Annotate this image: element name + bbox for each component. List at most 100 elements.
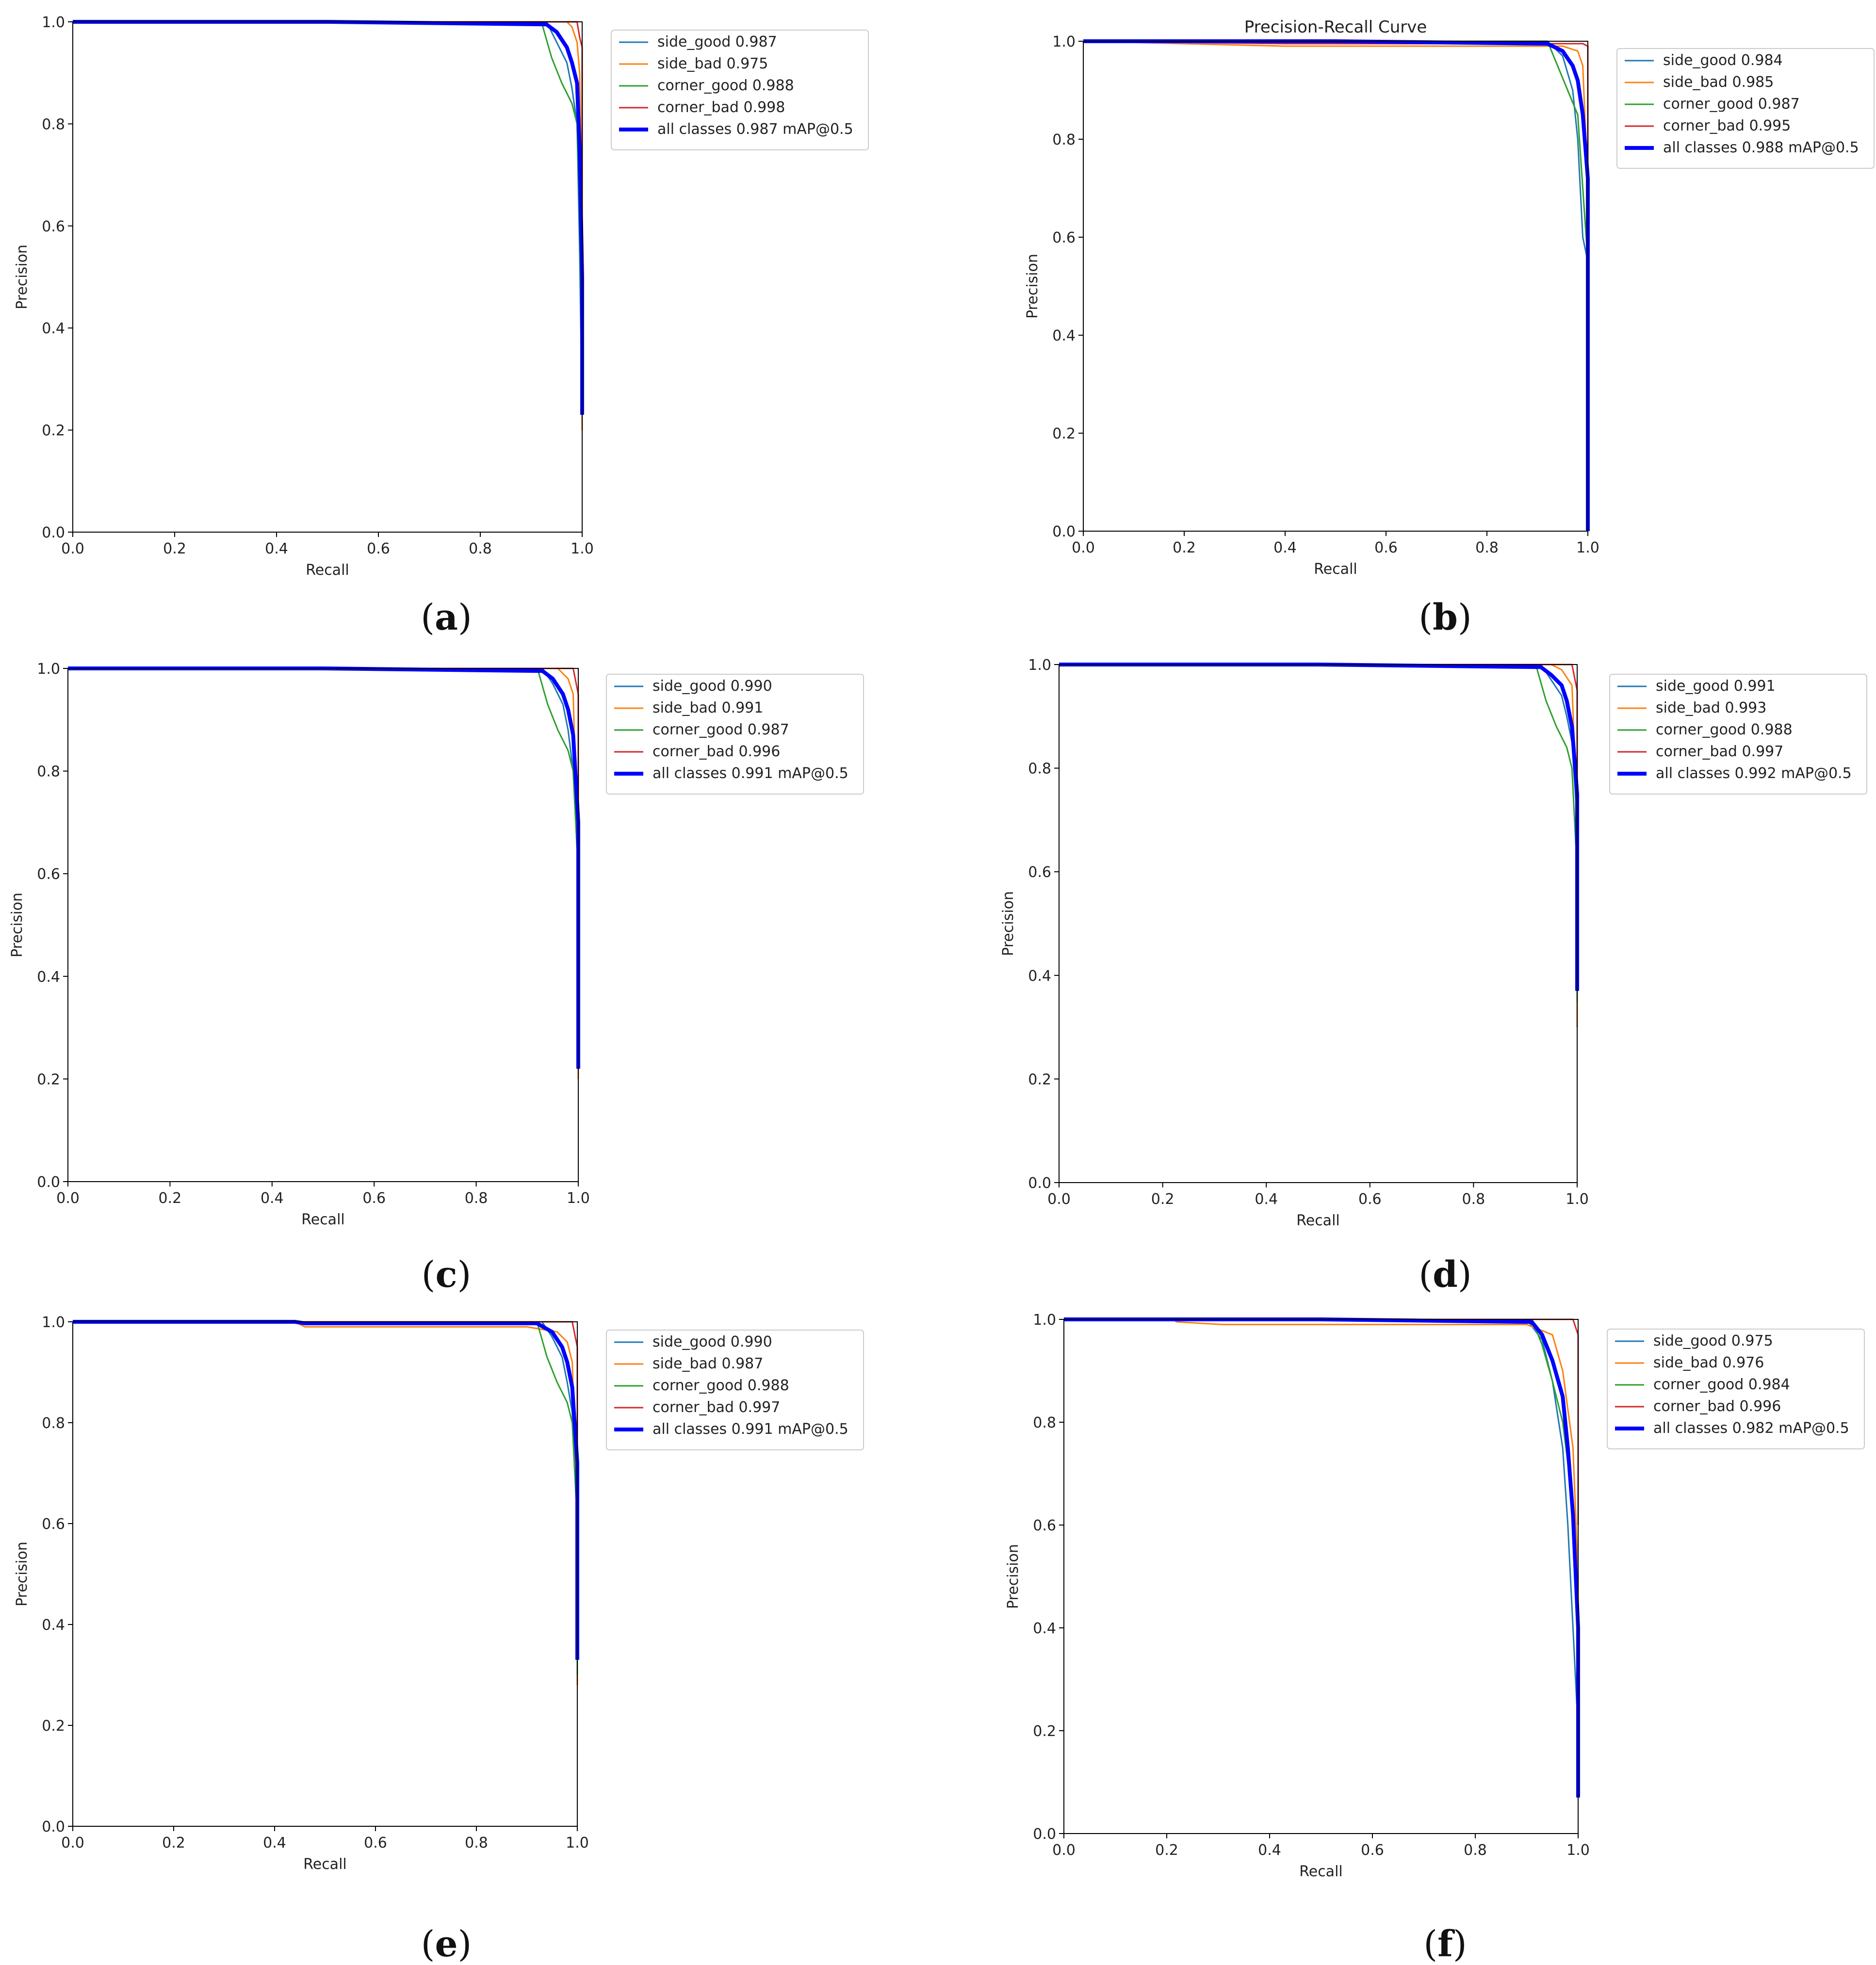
- series-line-corner-good: [1059, 664, 1578, 1002]
- x-tick-label: 1.0: [566, 1835, 589, 1851]
- y-tick-label: 0.8: [1052, 131, 1076, 148]
- x-tick-label: 0.8: [469, 540, 492, 557]
- series-line-corner-good: [1083, 40, 1589, 531]
- legend-entry: side_bad 0.985: [1663, 74, 1774, 91]
- plot-frame: [67, 668, 579, 1182]
- legend-entry: side_good 0.987: [657, 33, 777, 50]
- series-line-side-bad: [68, 667, 579, 1079]
- y-tick-label: 0.2: [1033, 1723, 1056, 1740]
- series-line-corner-bad: [68, 667, 579, 900]
- x-tick-label: 0.0: [56, 1190, 80, 1207]
- y-tick-label: 0.6: [1033, 1517, 1056, 1534]
- y-tick-label: 0.0: [1033, 1826, 1056, 1843]
- panel-caption-b: (b): [1419, 597, 1472, 638]
- y-tick-label: 0.2: [1052, 425, 1076, 442]
- x-axis-label: Recall: [306, 562, 349, 579]
- series-line-side-bad: [1059, 664, 1578, 1027]
- x-tick-label: 1.0: [567, 1190, 590, 1207]
- x-tick-label: 0.4: [1258, 1842, 1281, 1859]
- x-tick-label: 0.4: [1273, 539, 1297, 556]
- x-tick-label: 0.6: [367, 540, 390, 557]
- series-group: [73, 1320, 579, 1685]
- series-line-all-classes: [68, 666, 580, 1069]
- y-tick-label: 0.0: [37, 1174, 60, 1191]
- y-tick-label: 0.2: [42, 1718, 65, 1735]
- legend-entry: corner_bad 0.997: [1656, 743, 1783, 760]
- pr-chart-b: Precision-Recall Curve 0.0 0.2 0.4 0.6 0.8 1.0…: [1024, 17, 1875, 578]
- y-tick-label: 0.8: [42, 116, 65, 133]
- legend-box: [1609, 674, 1867, 795]
- x-tick-label: 1.0: [571, 540, 594, 557]
- panel-caption-d: (d): [1419, 1254, 1472, 1296]
- x-tick-label: 0.4: [265, 540, 288, 557]
- legend-entry: corner_bad 0.998: [657, 99, 785, 116]
- y-axis-label: Precision: [14, 1542, 31, 1607]
- x-axis-label: Recall: [301, 1211, 345, 1228]
- legend-entry: all classes 0.988 mAP@0.5: [1663, 139, 1859, 156]
- legend-entry: all classes 0.991 mAP@0.5: [653, 1421, 848, 1438]
- panel-caption-e: (e): [421, 1923, 472, 1965]
- legend-entry: corner_good 0.988: [653, 1377, 789, 1394]
- pr-chart-d: 0.0 0.2 0.4 0.6 0.8 1.0 0.0 0.2 0.4 0.6 0.8 1.0 Reca…: [1000, 657, 1867, 1229]
- legend-entry: side_bad 0.975: [657, 55, 768, 72]
- y-tick-label: 0.8: [1028, 761, 1051, 778]
- y-axis-label: Precision: [1024, 254, 1041, 319]
- y-tick-label: 0.4: [1033, 1620, 1056, 1637]
- series-line-all-classes: [1064, 1317, 1580, 1798]
- legend-entry: corner_good 0.987: [653, 721, 789, 738]
- series-line-corner-bad: [1083, 40, 1589, 531]
- x-tick-label: 1.0: [1566, 1191, 1589, 1208]
- plot-frame: [1063, 1319, 1579, 1834]
- series-group: [73, 20, 584, 430]
- x-tick-label: 0.4: [261, 1190, 284, 1207]
- plot-frame: [1059, 664, 1578, 1183]
- pr-chart-a: 0.0 0.2 0.4 0.6 0.8 1.0 0.0 0.2 0.4 0.6 0.8 1.0 Reca…: [14, 14, 869, 579]
- x-tick-label: 0.0: [1052, 1842, 1076, 1859]
- y-tick-label: 0.4: [1028, 968, 1051, 985]
- pr-chart-f: 0.0 0.2 0.4 0.6 0.8 1.0 0.0 0.2 0.4 0.6 0.8 1.0 Reca…: [1005, 1312, 1865, 1880]
- legend-entry: side_bad 0.993: [1656, 699, 1766, 716]
- legend-entry: corner_good 0.987: [1663, 96, 1800, 113]
- x-tick-label: 0.6: [362, 1190, 386, 1207]
- x-tick-label: 0.0: [1047, 1191, 1071, 1208]
- legend-entry: side_bad 0.976: [1653, 1354, 1764, 1371]
- x-tick-label: 0.0: [61, 1835, 84, 1851]
- y-tick-label: 0.6: [1028, 864, 1051, 881]
- pr-chart-c: 0.0 0.2 0.4 0.6 0.8 1.0 0.0 0.2 0.4 0.6 0.8 1.0 Reca…: [9, 661, 864, 1228]
- y-tick-label: 0.8: [1033, 1414, 1056, 1431]
- x-tick-label: 0.4: [263, 1835, 286, 1851]
- y-tick-label: 0.6: [42, 1516, 65, 1533]
- x-tick-label: 1.0: [1566, 1842, 1590, 1859]
- series-group: [68, 666, 580, 1079]
- legend-box: [1616, 48, 1875, 169]
- series-line-side-good: [1083, 40, 1589, 531]
- y-axis-label: Precision: [1000, 891, 1017, 956]
- y-tick-label: 0.0: [1052, 523, 1076, 540]
- x-tick-label: 0.4: [1255, 1191, 1278, 1208]
- legend-entry: side_bad 0.991: [653, 699, 763, 716]
- x-axis-label: Recall: [1296, 1212, 1340, 1229]
- series-line-side-bad: [73, 21, 583, 430]
- y-tick-label: 0.4: [1052, 327, 1076, 344]
- x-tick-label: 0.8: [465, 1835, 488, 1851]
- legend-entry: side_good 0.990: [653, 678, 772, 695]
- pr-chart-e: 0.0 0.2 0.4 0.6 0.8 1.0 0.0 0.2 0.4 0.6 0.8 1.0 Reca…: [14, 1314, 864, 1873]
- series-line-corner-good: [73, 1321, 578, 1675]
- series-line-side-good: [73, 21, 583, 420]
- x-tick-label: 0.8: [465, 1190, 488, 1207]
- legend-box: [606, 674, 864, 795]
- y-tick-label: 0.2: [42, 422, 65, 439]
- legend-entry: side_good 0.990: [653, 1333, 772, 1350]
- x-tick-label: 0.6: [1374, 539, 1398, 556]
- legend-entry: corner_bad 0.996: [653, 743, 780, 760]
- series-line-all-classes: [73, 20, 584, 415]
- series-line-corner-bad: [73, 21, 583, 252]
- x-tick-label: 0.2: [1155, 1842, 1178, 1859]
- x-tick-label: 0.0: [61, 540, 84, 557]
- series-line-side-bad: [73, 1321, 578, 1685]
- chart-title: Precision-Recall Curve: [1244, 17, 1427, 37]
- y-tick-label: 1.0: [1028, 657, 1051, 674]
- y-tick-label: 0.8: [42, 1415, 65, 1432]
- legend-entry: all classes 0.991 mAP@0.5: [653, 765, 848, 782]
- legend-box: [1607, 1329, 1865, 1449]
